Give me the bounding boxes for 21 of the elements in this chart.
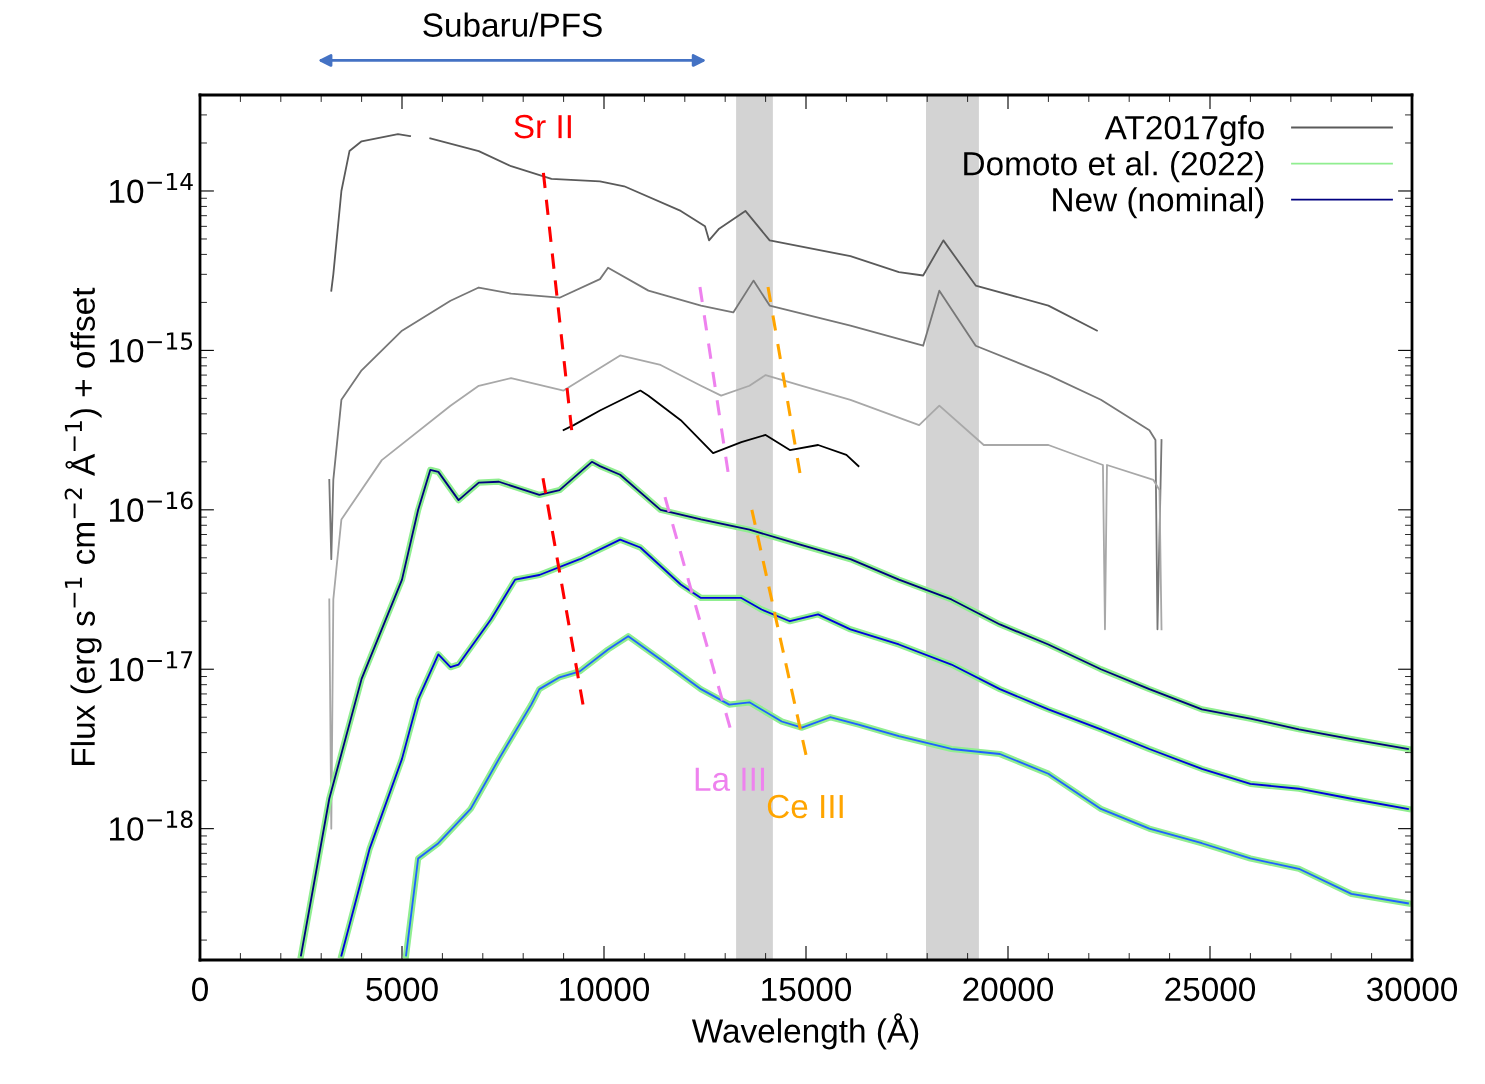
y-tick-label: 10$^{−18}$ [110,810,193,841]
y-tick-label: 10$^{−15}$ [110,332,193,363]
legend-label: Domoto et al. (2022) [964,151,1264,183]
y-axis-title: Flux (erg s$^{−1}$ cm$^{−2}$ Å$^{−1}$) + offset [64,287,102,765]
x-axis-title: Wavelength (Å) [691,1013,919,1050]
y-tick-label: 10$^{−14}$ [110,173,193,204]
text: Subaru/PFS [423,12,602,37]
legend-label: New (nominal) [1053,187,1264,219]
x-tick-label: 5000 [366,977,438,1002]
y-tick-label: 10$^{−17}$ [110,651,193,682]
x-tick-label: 0 [192,977,208,1002]
x-tick-label: 15000 [762,977,852,1002]
annotation: Ce III [767,794,843,819]
x-tick-label: 20000 [963,977,1054,1002]
annotation: La III [695,767,765,792]
legend-label: AT2017gfo [1104,115,1264,147]
annotation: Sr II [514,114,571,139]
y-tick-label: 10$^{−16}$ [110,491,193,522]
x-tick-label: 10000 [560,977,650,1002]
x-tick-label: 25000 [1165,977,1256,1002]
x-tick-label: 30000 [1366,977,1458,1002]
